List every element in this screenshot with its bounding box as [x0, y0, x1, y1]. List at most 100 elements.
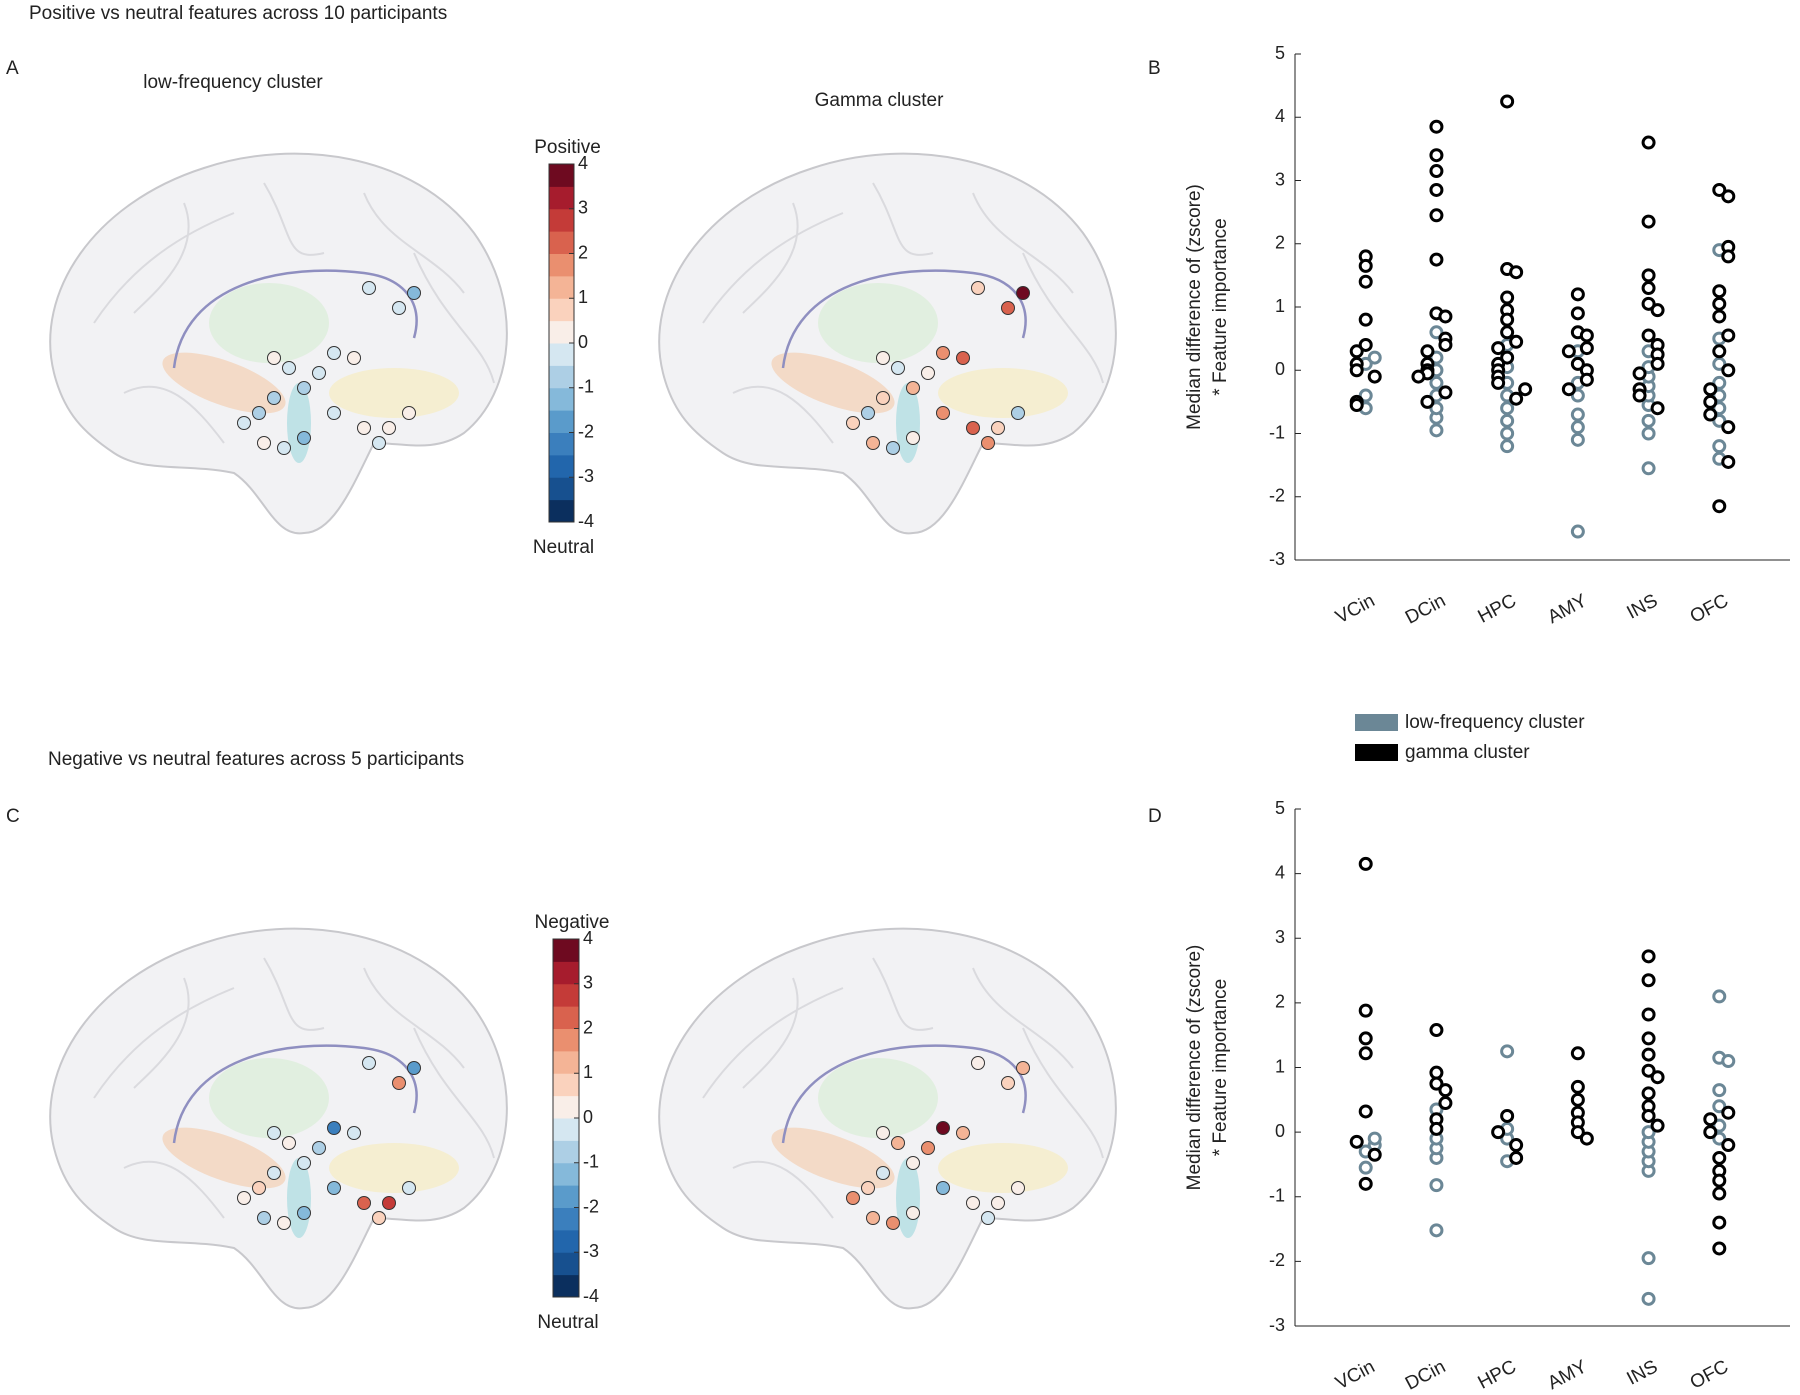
data-point: [1641, 1251, 1656, 1266]
electrode: [252, 1181, 266, 1195]
electrode: [267, 1166, 281, 1180]
data-point: [1712, 356, 1727, 371]
data-point: [1429, 164, 1444, 179]
electrode: [277, 1216, 291, 1230]
data-point: [1570, 1125, 1585, 1140]
data-point: [1509, 1150, 1524, 1165]
colorbar-label: Neutral: [533, 537, 594, 558]
colorbar-tick-label: 1: [583, 1062, 593, 1082]
brain: [657, 927, 1118, 1310]
electrode: [357, 1196, 371, 1210]
x-tick-label: AMY: [1544, 590, 1591, 628]
electrode: [906, 431, 920, 445]
data-point: [1712, 1131, 1727, 1146]
data-point: [1721, 189, 1736, 204]
x-tick-label: DCin: [1402, 590, 1449, 628]
data-point: [1429, 401, 1444, 416]
colorbar-band: [549, 275, 574, 299]
electrode: [327, 346, 341, 360]
colorbar-tick-label: 4: [583, 928, 593, 948]
figure-title: Positive vs neutral features across 10 p…: [29, 3, 447, 24]
data-point: [1358, 1003, 1373, 1018]
colorbar-tick-label: -1: [583, 1152, 599, 1172]
colorbar-tick-label: 2: [578, 242, 588, 262]
electrode: [382, 1196, 396, 1210]
electrode: [936, 1181, 950, 1195]
brain: [48, 927, 509, 1310]
data-point: [1509, 1138, 1524, 1153]
electrode: [1001, 1076, 1015, 1090]
electrode: [407, 286, 421, 300]
colorbar-tick-label: -4: [583, 1286, 599, 1306]
data-point: [1712, 401, 1727, 416]
electrode: [846, 1191, 860, 1205]
electrode: [372, 1211, 386, 1225]
electrode: [267, 1126, 281, 1140]
colorbar-label: Positive: [534, 137, 601, 158]
data-point: [1358, 312, 1373, 327]
data-point: [1358, 388, 1373, 403]
electrode: [312, 1141, 326, 1155]
electrode: [991, 1196, 1005, 1210]
data-point: [1518, 382, 1533, 397]
data-point: [1570, 1079, 1585, 1094]
data-point: [1500, 1108, 1515, 1123]
data-point: [1358, 1031, 1373, 1046]
data-point: [1491, 375, 1506, 390]
data-point: [1721, 1054, 1736, 1069]
electrode: [362, 281, 376, 295]
data-point: [1358, 274, 1373, 289]
electrode: [252, 406, 266, 420]
electrode: [347, 1126, 361, 1140]
electrode: [282, 361, 296, 375]
colorbar-band: [553, 1252, 579, 1276]
panel-letter: C: [6, 806, 20, 827]
electrode: [866, 436, 880, 450]
data-point: [1650, 1118, 1665, 1133]
y-tick-label: 5: [1275, 798, 1285, 818]
subplot-title: low-frequency cluster: [143, 72, 323, 93]
colorbar-tick-label: -3: [583, 1241, 599, 1261]
data-point: [1420, 344, 1435, 359]
colorbar-band: [549, 164, 574, 187]
data-point: [1703, 1125, 1718, 1140]
colorbar-band: [553, 1207, 579, 1231]
colorbar-tick-label: 3: [583, 973, 593, 993]
data-point: [1491, 341, 1506, 356]
colorbar-band: [549, 231, 574, 254]
data-point: [1641, 973, 1656, 988]
data-point: [1429, 423, 1444, 438]
electrode: [936, 1121, 950, 1135]
data-point: [1420, 394, 1435, 409]
electrode: [312, 366, 326, 380]
electrode: [936, 346, 950, 360]
colorbar-band: [553, 1095, 579, 1119]
data-point: [1712, 499, 1727, 514]
data-point: [1641, 1086, 1656, 1101]
data-point: [1358, 856, 1373, 871]
electrode: [991, 421, 1005, 435]
x-tick-label: INS: [1623, 590, 1661, 623]
colorbar-band: [553, 1140, 579, 1164]
electrode: [906, 1206, 920, 1220]
y-tick-label: 3: [1275, 927, 1285, 947]
colorbar-label: Negative: [535, 912, 610, 933]
electrode: [257, 436, 271, 450]
y-tick-label: 3: [1275, 169, 1285, 189]
data-point: [1650, 401, 1665, 416]
electrode: [237, 416, 251, 430]
data-point: [1570, 420, 1585, 435]
electrode: [966, 421, 980, 435]
data-point: [1712, 989, 1727, 1004]
colorbar-band: [549, 186, 574, 210]
data-point: [1712, 1186, 1727, 1201]
data-point: [1358, 1046, 1373, 1061]
data-point: [1509, 391, 1524, 406]
data-point: [1703, 382, 1718, 397]
data-point: [1570, 388, 1585, 403]
electrode: [1011, 1181, 1025, 1195]
data-point: [1641, 1007, 1656, 1022]
colorbar-band: [553, 1185, 579, 1208]
data-point: [1358, 337, 1373, 352]
data-point: [1641, 1108, 1656, 1123]
